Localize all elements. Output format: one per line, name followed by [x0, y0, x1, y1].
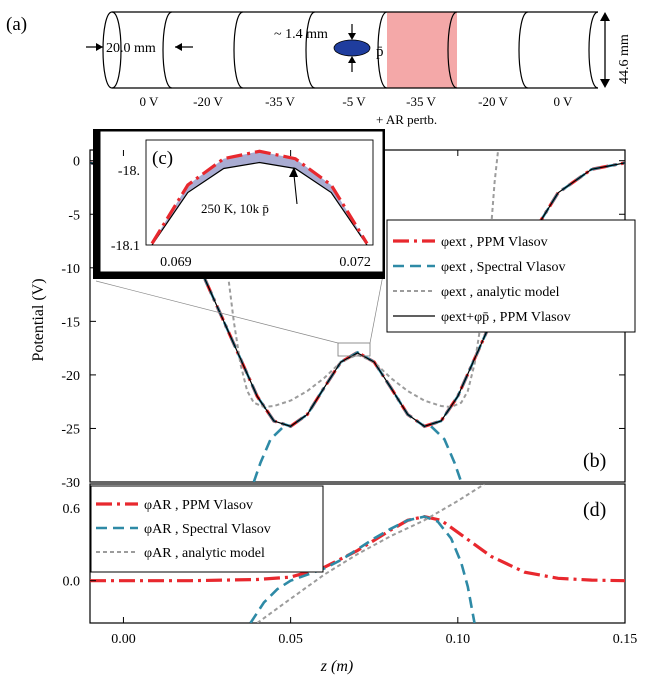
electrode-separator	[447, 11, 458, 89]
electrode-separator	[233, 11, 244, 89]
inset-series-line	[150, 149, 369, 245]
inset-y-tick-label: -18.	[118, 164, 140, 179]
electrode-separator	[162, 11, 173, 89]
inset-annotation-arrowhead	[289, 167, 298, 177]
ar-electrode-highlight	[387, 12, 457, 88]
panel-label-a: (a)	[6, 14, 27, 35]
inset-x-tick-label: 0.069	[160, 255, 192, 270]
panel-b-series-line	[252, 425, 285, 482]
panel-label-b: (b)	[583, 450, 606, 472]
tube-left-end	[102, 11, 113, 89]
tube-left-end-front	[111, 11, 122, 89]
y-tick-label: -5	[68, 208, 80, 223]
electrode-separator	[377, 11, 388, 89]
x-tick-label: 0.10	[446, 632, 471, 647]
legend-label: φext , Spectral Vlasov	[441, 260, 565, 275]
inset-frame	[145, 139, 374, 246]
inset-curves	[150, 149, 369, 245]
panel-d-frame	[89, 483, 626, 624]
perturbation-note: + AR pertb.	[376, 112, 437, 127]
electrode-voltage-label: 0 V	[554, 94, 574, 109]
electrode-voltage-label: -20 V	[478, 94, 508, 109]
legend-entries: φext , PPM Vlasov φext , Spectral Vlasov φ…	[393, 235, 571, 325]
panel-d-curves	[90, 484, 625, 623]
panel-b-series-line	[430, 425, 463, 482]
zoom-connector-right	[369, 274, 384, 344]
zoom-connector-left	[95, 280, 339, 344]
x-tick-label: 0.00	[111, 632, 136, 647]
y-tick-label-d: 0.0	[63, 575, 81, 590]
electrode-separators	[162, 11, 599, 89]
legend-label-d: φAR , analytic model	[144, 546, 265, 561]
legend-label: φext+φp̄ , PPM Vlasov	[441, 310, 571, 325]
panel-b-y-label: Potential (V)	[30, 278, 47, 361]
zoom-region-box	[337, 342, 371, 357]
electrode-voltage-label: -35 V	[406, 94, 436, 109]
electrode-separator	[518, 11, 529, 89]
panel-d-x-label: z (m)	[320, 658, 353, 675]
inset-annotation: 250 K, 10k p̄	[201, 201, 269, 216]
electrode-voltages: 0 V -20 V -35 V -5 V -35 V -20 V 0 V	[140, 94, 574, 109]
inner-diameter-label: 20.0 mm	[106, 41, 156, 56]
inset-series-line	[151, 161, 368, 245]
electrode-voltage-label: -20 V	[193, 94, 223, 109]
antiproton-plasma	[333, 39, 371, 57]
outer-diameter-arrowhead-top	[600, 12, 610, 21]
legend-label-d: φAR , PPM Vlasov	[144, 498, 253, 513]
y-tick-label: -10	[61, 262, 80, 277]
x-tick-label: 0.15	[613, 632, 638, 647]
panel-b-series-line	[226, 267, 489, 409]
antiproton-label: p̄	[376, 44, 384, 60]
panel-label-c: (c)	[152, 148, 173, 169]
inset-ticks: 0.069 0.072 -18. -18.1	[111, 164, 371, 270]
inset-c: 0.069 0.072 -18. -18.1 (c) 250 K, 10k p̄	[93, 129, 385, 279]
electrode-voltage-label: -5 V	[342, 94, 366, 109]
panel-d-series-line	[249, 515, 476, 623]
electrode-separator	[305, 11, 316, 89]
panel-b-legend: φext , PPM Vlasov φext , Spectral Vlasov φ…	[386, 219, 636, 333]
y-tick-label: -15	[61, 315, 80, 330]
panel-d: 0.00 0.05 0.10 0.15 0.0 0.6 (d) φAR , PPM Vla…	[63, 150, 638, 675]
panel-d-ticks: 0.00 0.05 0.10 0.15 0.0 0.6	[63, 150, 638, 647]
plasma-size-arrowhead-top	[348, 33, 356, 40]
outer-diameter-label: 44.6 mm	[617, 34, 632, 84]
legend-entries-d: φAR , PPM Vlasov φAR , Spectral Vlasov φAR…	[96, 498, 271, 561]
legend-box-d	[90, 485, 324, 573]
inset-annotation-arrow	[293, 174, 298, 205]
legend-label: φext , PPM Vlasov	[441, 235, 548, 250]
legend-box	[386, 219, 636, 333]
electrode-separator	[588, 11, 599, 89]
y-tick-label: -20	[61, 369, 80, 384]
schematic-panel: (a) 20.0 mm ~ 1.4 mm p̄ 44.6 mm 0 V -20 V…	[6, 11, 632, 127]
y-tick-label: 0	[73, 155, 80, 170]
inner-diameter-arrowhead-right	[175, 43, 182, 51]
x-tick-label: 0.05	[278, 632, 303, 647]
y-tick-label-d: 0.6	[63, 502, 81, 517]
panel-d-series-line	[256, 484, 486, 623]
plasma-size-label: ~ 1.4 mm	[274, 27, 328, 42]
legend-label: φext , analytic model	[441, 285, 560, 300]
legend-label-d: φAR , Spectral Vlasov	[144, 522, 271, 537]
inset-difference-area	[152, 151, 367, 245]
electrode-voltage-label: -35 V	[265, 94, 295, 109]
inset-x-tick-label: 0.072	[339, 255, 371, 270]
electrode-voltage-label: 0 V	[140, 94, 160, 109]
outer-diameter-arrowhead-bottom	[600, 79, 610, 88]
inset-y-tick-label: -18.1	[111, 239, 140, 254]
y-tick-label: -30	[61, 476, 80, 491]
panel-label-d: (d)	[583, 499, 606, 521]
plasma-size-arrowhead-bottom	[348, 56, 356, 63]
panel-d-legend: φAR , PPM Vlasov φAR , Spectral Vlasov φAR…	[90, 485, 324, 573]
inner-diameter-arrowhead-left	[96, 43, 103, 51]
panel-b: 0 -5 -10 -15 -20 -25 -30 Potential (V) (b) φex…	[30, 149, 636, 491]
y-tick-label: -25	[61, 422, 80, 437]
